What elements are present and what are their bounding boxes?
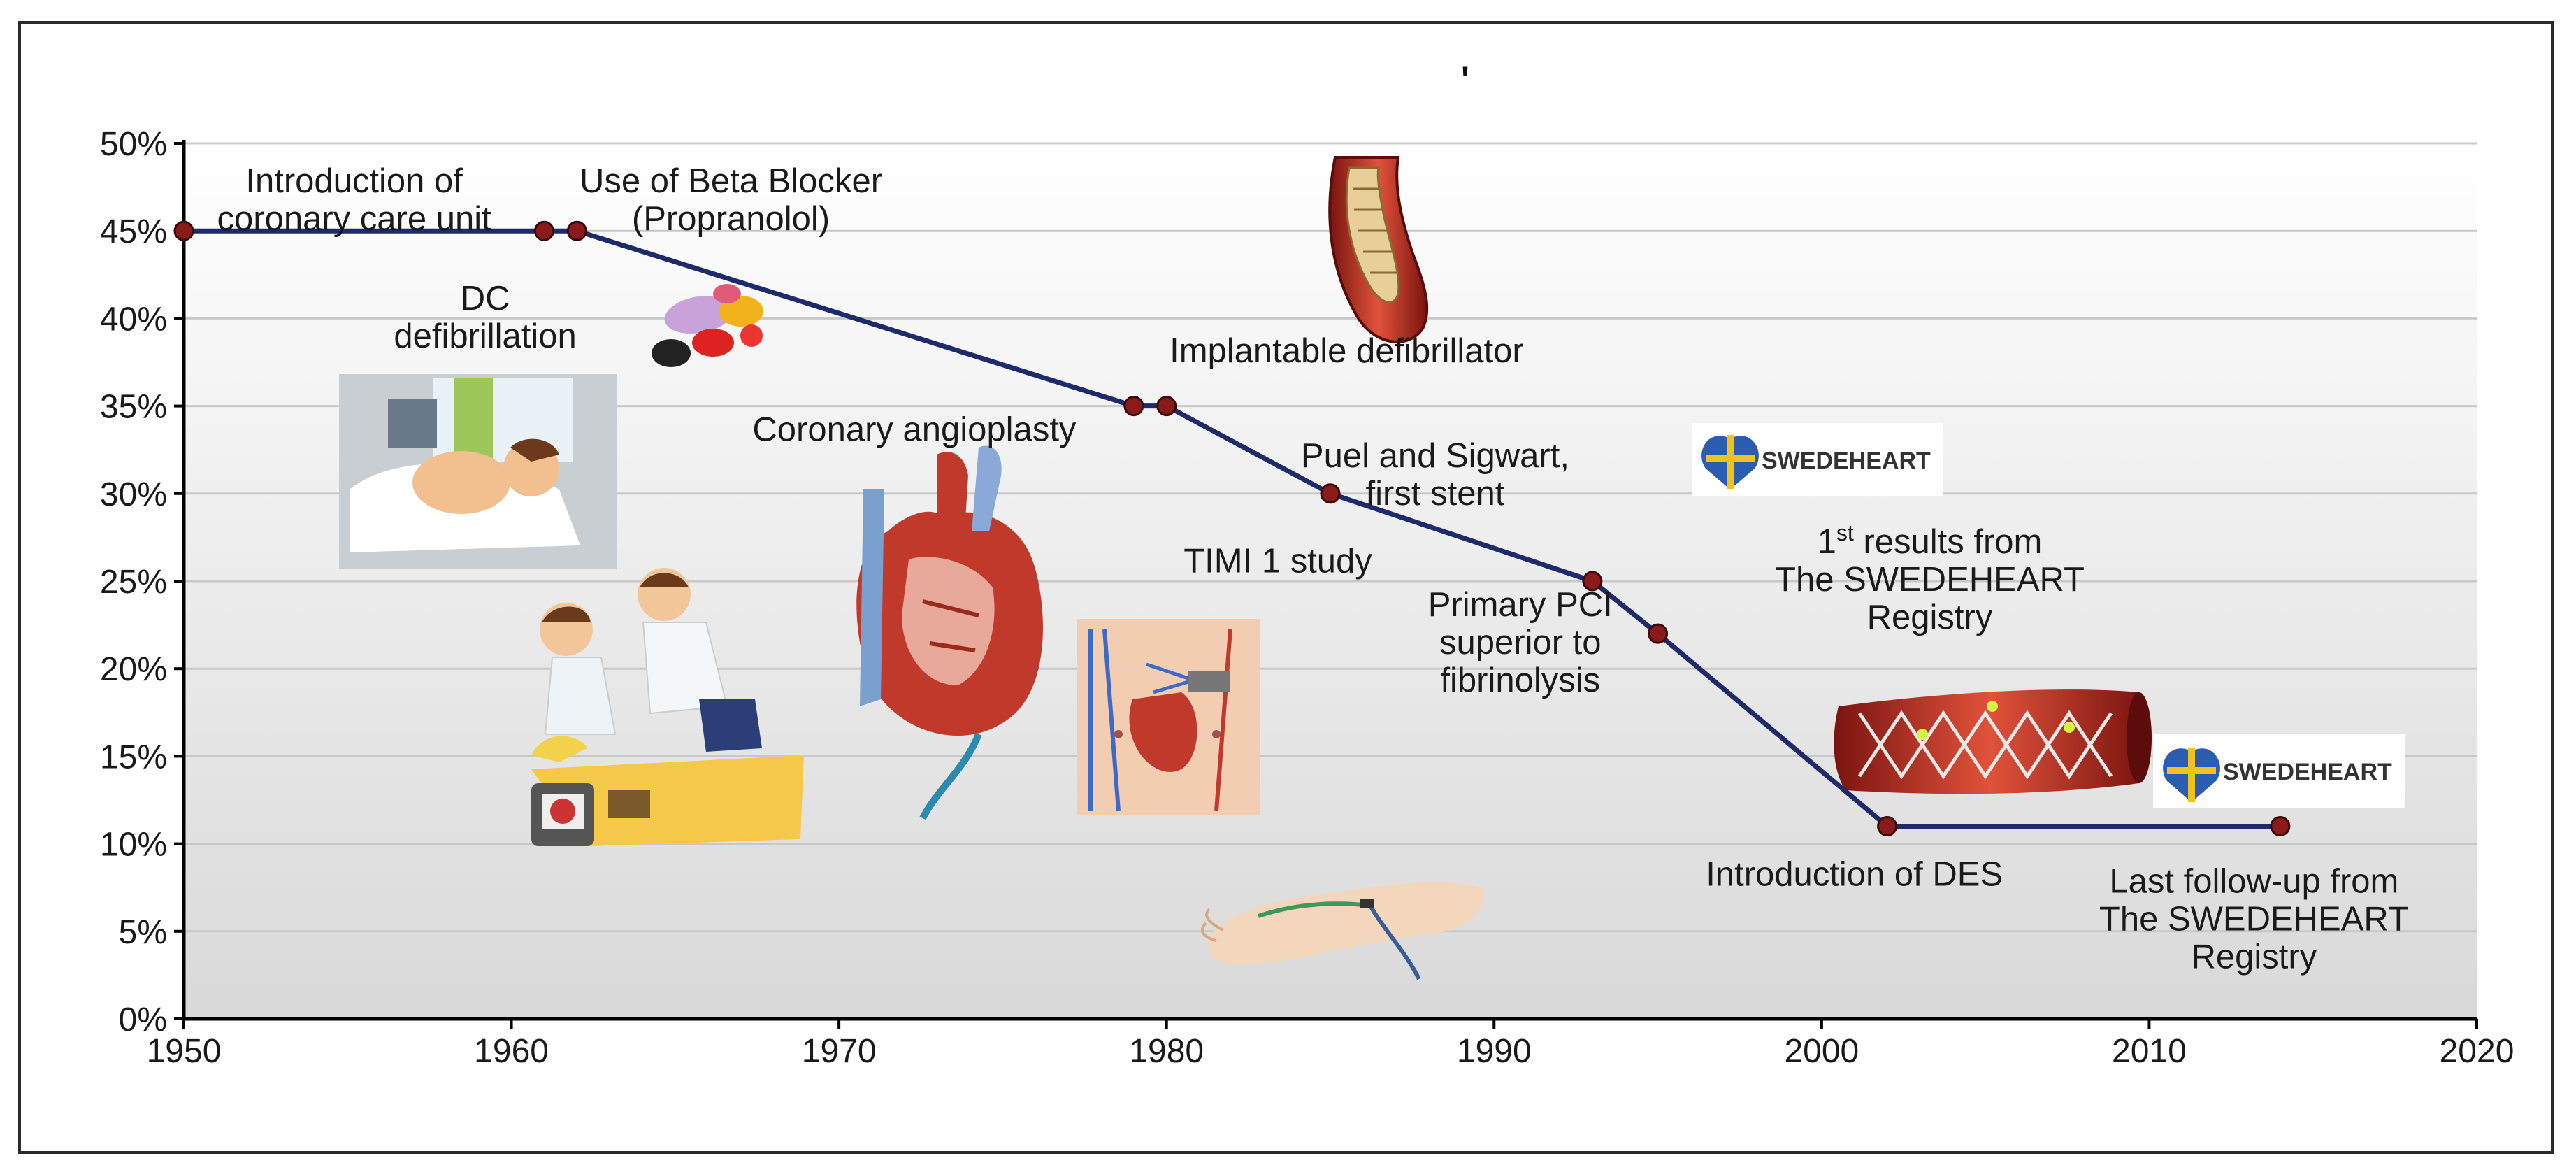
swedeheart-logo: SWEDEHEART (2153, 734, 2405, 808)
swedeheart-logo-text: SWEDEHEART (2223, 759, 2392, 785)
defibrillation-scene-icon (339, 374, 617, 569)
annotation-line: Implantable defibrillator (1170, 332, 1524, 370)
annotation-line: coronary care unit (217, 200, 492, 238)
annotation-line: Primary PCI (1428, 586, 1613, 624)
annotation-line: (Propranolol) (632, 200, 830, 238)
annotation-line: Last follow-up from (2109, 863, 2398, 901)
data-point (1156, 396, 1177, 417)
annotation-line: Registry (2192, 938, 2317, 976)
annotation-line: DC (461, 280, 510, 317)
data-point (1320, 483, 1341, 504)
data-point (2270, 816, 2291, 837)
annotation-line: superior to (1439, 624, 1602, 662)
y-tick-label: 40% (100, 301, 167, 338)
data-point (566, 220, 587, 241)
mortality-series (173, 220, 2291, 837)
annotation-line: TIMI 1 study (1183, 542, 1372, 580)
x-axis-ticks: 1950 1960 1970 1980 1990 2000 2010 2020 (147, 1019, 2514, 1070)
x-tick-label: 2020 (2440, 1033, 2514, 1070)
y-tick-label: 20% (100, 651, 167, 688)
data-point (173, 220, 194, 241)
first-results-prefix: 1 (1818, 523, 1836, 561)
swedeheart-logo-text: SWEDEHEART (1762, 448, 1931, 474)
annotation-line: Introduction of (245, 162, 463, 200)
x-tick-label: 2000 (1784, 1033, 1859, 1070)
annotation-puel: Puel and Sigwart,first stent (1301, 437, 1569, 513)
x-tick-label: 1960 (474, 1033, 549, 1070)
annotation-line: first stent (1366, 475, 1505, 513)
stray-mark: ' (1461, 59, 1469, 99)
radial-access-arm-icon (1201, 882, 1483, 980)
annotation-line: Coronary angioplasty (752, 411, 1077, 449)
y-axis-ticks: 0% 5% 10% 15% 20% 25% 30% 35% 40% 45% 50% (100, 126, 184, 1038)
annotation-des: Introduction of DES (1706, 856, 2003, 894)
y-tick-label: 50% (100, 126, 167, 163)
data-point (533, 220, 554, 241)
torso-icd-icon (1077, 619, 1260, 815)
annotation-first-results: 1st results from The SWEDEHEART Registry (1775, 520, 2085, 636)
heart-anatomy-icon (856, 445, 1043, 820)
first-results-sup: st (1836, 520, 1854, 545)
axes (182, 140, 2477, 1021)
annotation-line: defibrillation (394, 317, 577, 355)
annotation-line: The SWEDEHEART (2099, 901, 2409, 938)
y-tick-label: 15% (100, 738, 167, 776)
artery-icon (1328, 156, 1429, 343)
drug-eluting-stent-icon (1834, 689, 2152, 794)
y-tick-label: 10% (100, 827, 167, 864)
first-results-line2: The SWEDEHEART (1775, 561, 2085, 599)
annotation-icd: Implantable defibrillator (1170, 332, 1524, 370)
x-tick-label: 2010 (2112, 1033, 2187, 1070)
x-tick-label: 1970 (802, 1033, 877, 1070)
y-tick-label: 45% (100, 213, 167, 250)
annotation-line: Introduction of DES (1706, 856, 2003, 894)
annotation-beta: Use of Beta Blocker(Propranolol) (580, 162, 882, 238)
data-point (1123, 396, 1144, 417)
first-results-suffix: results from (1854, 523, 2043, 561)
swedeheart-logo: SWEDEHEART (1692, 423, 1943, 496)
x-tick-label: 1980 (1129, 1033, 1204, 1070)
data-point (1877, 816, 1898, 837)
series-line (184, 228, 2280, 829)
first-results-line3: Registry (1867, 599, 1993, 636)
y-tick-label: 5% (119, 914, 167, 951)
pills-icon (652, 284, 763, 367)
data-point (1582, 571, 1603, 592)
y-tick-label: 35% (100, 389, 167, 426)
annotation-line: Puel and Sigwart, (1301, 437, 1569, 475)
y-tick-label: 25% (100, 564, 167, 601)
svg-text:1st results from: 1st results from (1818, 520, 2043, 561)
annotation-angioplasty: Coronary angioplasty (752, 411, 1077, 449)
data-point (1648, 623, 1669, 644)
annotation-line: fibrinolysis (1440, 662, 1600, 699)
annotation-line: Use of Beta Blocker (580, 162, 882, 200)
y-tick-label: 0% (119, 1001, 167, 1038)
y-tick-label: 30% (100, 476, 167, 513)
annotation-timi: TIMI 1 study (1183, 542, 1372, 580)
cpr-scene-icon (531, 568, 804, 846)
x-tick-label: 1950 (147, 1033, 222, 1070)
x-tick-label: 1990 (1457, 1033, 1532, 1070)
